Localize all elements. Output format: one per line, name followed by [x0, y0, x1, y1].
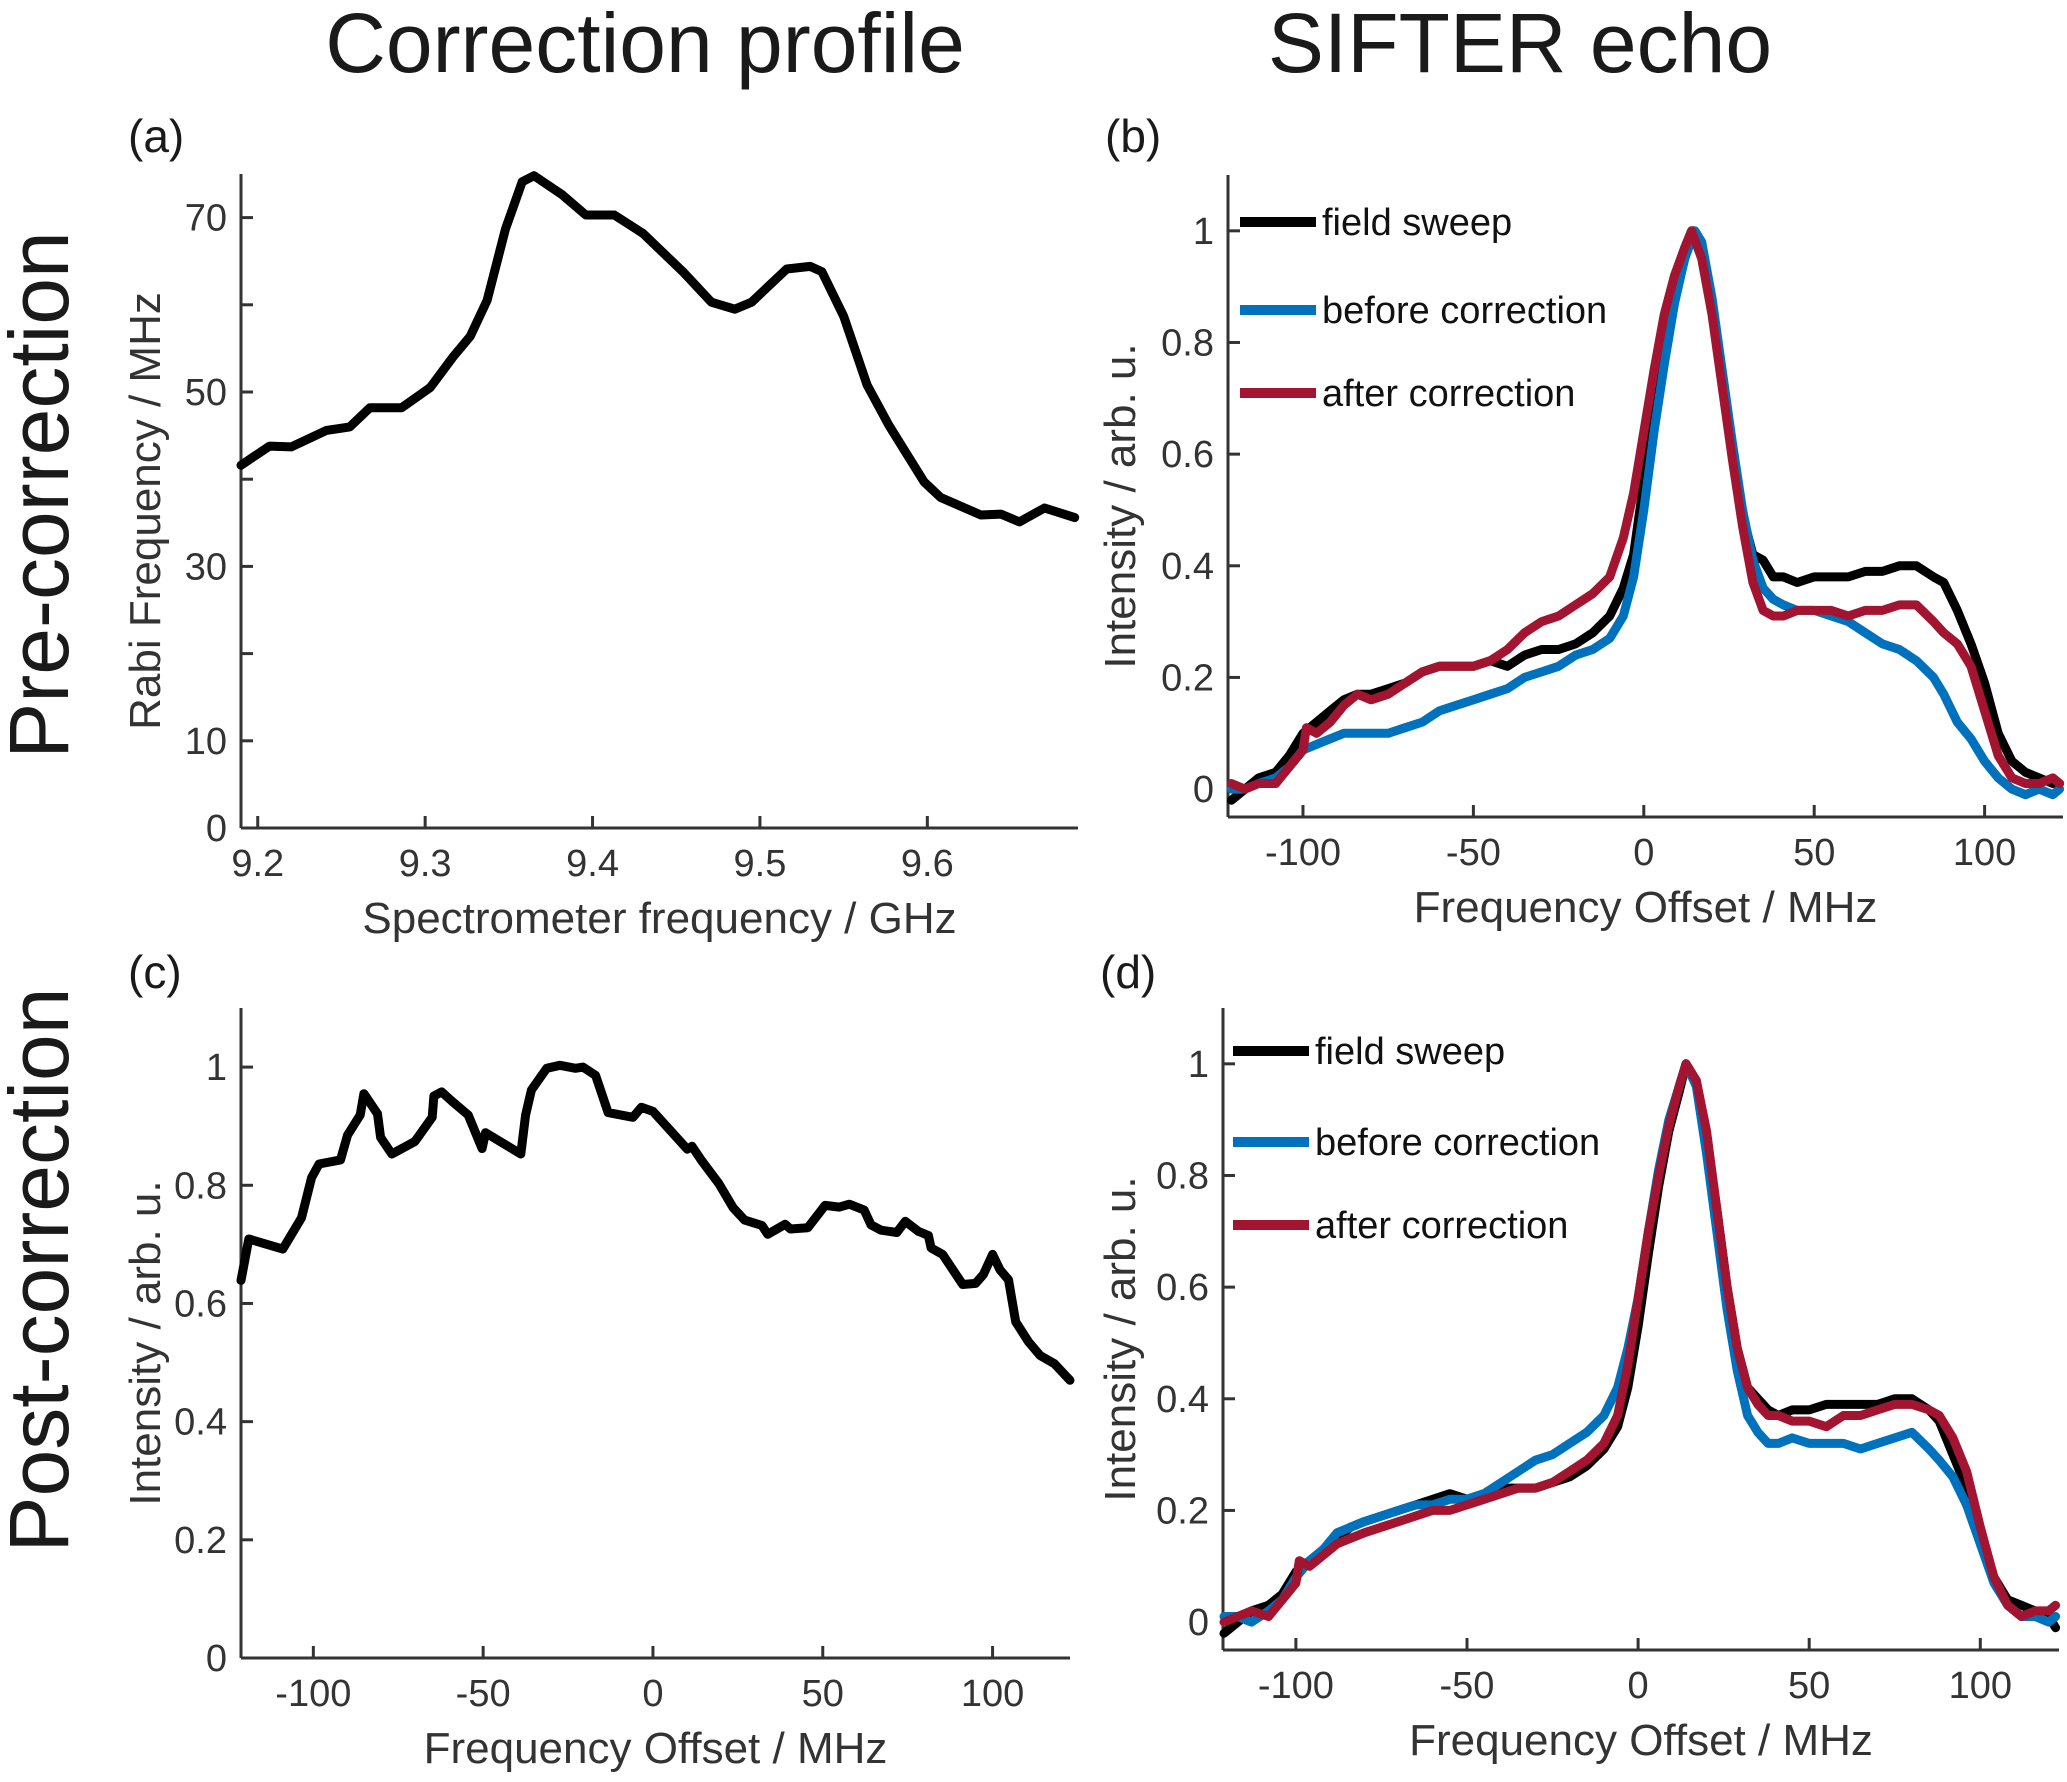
series-before-correction: [1226, 226, 2065, 800]
x-tick-label: 50: [1793, 832, 1835, 874]
x-axis-label: Frequency Offset / MHz: [424, 1724, 888, 1773]
panel-b: (b) -100 -50 0 50 100 0 0.2 0.4 0.6 0.8 1 Frequency …: [1096, 110, 2065, 932]
y-tick-label: 50: [185, 372, 227, 414]
y-tick-label: 0: [1188, 1602, 1209, 1644]
y-tick-label: 0.8: [174, 1165, 227, 1207]
x-tick-label: 9.2: [231, 843, 284, 885]
y-axis-label: Intensity / arb. u.: [1096, 1176, 1145, 1501]
y-tick-label: 0.2: [1156, 1490, 1209, 1532]
y-tick-label: 0.2: [174, 1520, 227, 1562]
x-tick-label: 9.6: [901, 843, 954, 885]
x-tick-label: 0: [1628, 1665, 1649, 1707]
y-tick-label: 0.6: [1161, 434, 1214, 476]
y-axis-label: Intensity / arb. u.: [121, 1180, 170, 1505]
x-axis-label: Frequency Offset / MHz: [1414, 883, 1878, 932]
panel-label-b: (b): [1105, 110, 1161, 162]
x-tick-label: -50: [456, 1673, 511, 1715]
x-tick-label: -50: [1440, 1665, 1495, 1707]
y-axis-label: Rabi Frequency / MHz: [121, 292, 170, 730]
panel-label-c: (c): [128, 946, 182, 998]
panel-c: (c) -100 -50 0 50 100 0 0.2 0.4 0.6 0.8 1 Frequency …: [121, 946, 1075, 1773]
legend-label-after-correction: after correction: [1322, 373, 1575, 415]
column-title-sifter-echo: SIFTER echo: [1268, 0, 1772, 90]
y-tick-label: 1: [1188, 1044, 1209, 1086]
x-tick-label: -100: [1265, 832, 1341, 874]
series-post-correction-profile: [236, 1060, 1075, 1385]
y-tick-label: 0.6: [1156, 1267, 1209, 1309]
legend-label-field-sweep: field sweep: [1322, 202, 1512, 244]
x-tick-label: 9.3: [399, 843, 452, 885]
y-tick-label: 70: [185, 198, 227, 240]
x-tick-label: 50: [1788, 1665, 1830, 1707]
x-tick-label: 100: [961, 1673, 1024, 1715]
y-tick-label: 0: [206, 808, 227, 850]
y-tick-label: 10: [185, 721, 227, 763]
y-tick-label: 0.2: [1161, 657, 1214, 699]
y-tick-label: 0.4: [174, 1402, 227, 1444]
x-tick-label: -100: [275, 1673, 351, 1715]
y-tick-label: 0: [1193, 769, 1214, 811]
panel-label-a: (a): [128, 110, 184, 162]
x-axis-label: Frequency Offset / MHz: [1409, 1716, 1873, 1765]
panel-d: (d) -100 -50 0 50 100 0 0.2 0.4 0.6 0.8 1 Frequency …: [1096, 946, 2061, 1765]
y-tick-label: 0.6: [174, 1283, 227, 1325]
series-correction-profile: [236, 171, 1080, 527]
x-tick-label: 0: [642, 1673, 663, 1715]
series-after-correction: [1219, 1059, 2061, 1627]
y-tick-label: 1: [1193, 211, 1214, 253]
y-tick-label: 0.4: [1156, 1379, 1209, 1421]
x-tick-label: -100: [1258, 1665, 1334, 1707]
y-tick-label: 0: [206, 1638, 227, 1680]
legend-label-before-correction: before correction: [1315, 1122, 1600, 1164]
series-after-correction: [1226, 226, 2065, 794]
y-tick-label: 0.4: [1161, 546, 1214, 588]
y-tick-label: 1: [206, 1047, 227, 1089]
x-axis-label: Spectrometer frequency / GHz: [362, 894, 956, 943]
x-tick-label: 0: [1633, 832, 1654, 874]
x-tick-label: 100: [1949, 1665, 2012, 1707]
legend-label-after-correction: after correction: [1315, 1205, 1568, 1247]
legend-label-before-correction: before correction: [1322, 290, 1607, 332]
y-axis-label: Intensity / arb. u.: [1096, 343, 1145, 668]
y-tick-label: 30: [185, 546, 227, 588]
panel-a: (a) 9.2 9.3 9.4 9.5 9.6 0 10 30 50 70 Spectrometer …: [121, 110, 1080, 943]
row-title-pre-correction: Pre-correction: [0, 231, 86, 759]
row-title-post-correction: Post-correction: [0, 988, 86, 1553]
x-tick-label: 9.4: [566, 843, 619, 885]
x-tick-label: 50: [802, 1673, 844, 1715]
x-tick-label: 100: [1953, 832, 2016, 874]
y-tick-label: 0.8: [1161, 322, 1214, 364]
y-tick-label: 0.8: [1156, 1155, 1209, 1197]
column-title-correction-profile: Correction profile: [325, 0, 965, 90]
x-tick-label: 9.5: [734, 843, 787, 885]
panel-label-d: (d): [1100, 946, 1156, 998]
x-tick-label: -50: [1446, 832, 1501, 874]
legend-label-field-sweep: field sweep: [1315, 1031, 1505, 1073]
